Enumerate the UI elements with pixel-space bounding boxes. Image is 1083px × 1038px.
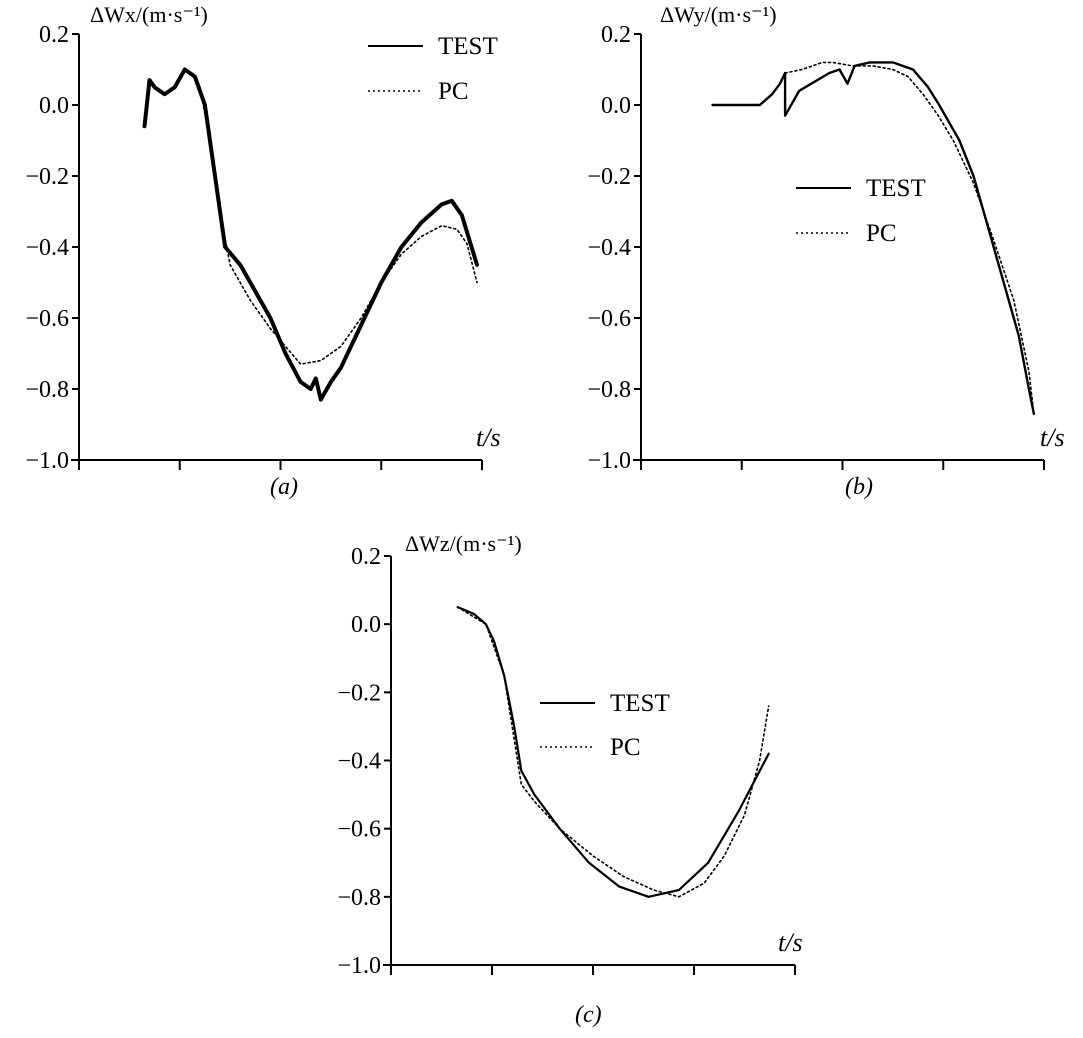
y-tick-label: 0.0 [39, 93, 69, 119]
y-axis-label: ΔWx/(m·s⁻¹) [90, 2, 208, 27]
y-tick-label: −0.2 [587, 164, 631, 190]
chart-a: 0.2 0.0 −0.2 −0.4 −0.6 −0.8 −1.0 ΔWx/(m·s⁻¹) t/s… [25, 2, 500, 500]
y-tick-label: 0.2 [601, 22, 631, 48]
series-line-pc [784, 61, 1035, 415]
series-line-pc [199, 86, 478, 365]
y-tick-label: −1.0 [337, 953, 381, 979]
series-line-test [456, 605, 770, 898]
y-tick-label: −0.4 [337, 749, 381, 775]
x-axis-label: t/s [476, 423, 501, 452]
legend-label-test: TEST [610, 690, 670, 717]
y-tick-label: −0.6 [25, 306, 69, 332]
y-tick-label: 0.0 [601, 93, 631, 119]
legend-label-pc: PC [610, 734, 641, 761]
panel-caption: (c) [575, 1002, 602, 1028]
panel-caption: (b) [845, 474, 873, 500]
y-tick-label: 0.2 [39, 22, 69, 48]
series-line-test [142, 67, 479, 402]
x-axis-label: t/s [1040, 423, 1065, 452]
legend-label-pc: PC [866, 220, 897, 247]
y-tick-label: −0.4 [25, 235, 69, 261]
y-tick-label: −0.8 [587, 377, 631, 403]
chart-b: 0.2 0.0 −0.2 −0.4 −0.6 −0.8 −1.0 ΔWy/(m·s⁻¹) t/s… [587, 2, 1064, 500]
y-tick-label: 0.0 [351, 612, 381, 638]
y-axis-label: ΔWy/(m·s⁻¹) [660, 2, 777, 27]
y-tick-label: −0.8 [25, 377, 69, 403]
y-axis-label: ΔWz/(m·s⁻¹) [405, 531, 522, 556]
y-tick-label: −0.4 [587, 235, 631, 261]
series-line-pc [456, 606, 770, 898]
y-tick-label: −0.6 [337, 817, 381, 843]
y-tick-label: −0.2 [25, 164, 69, 190]
y-tick-label: 0.2 [351, 544, 381, 570]
y-tick-label: −1.0 [25, 448, 69, 474]
legend-label-test: TEST [438, 33, 498, 60]
y-tick-label: −0.6 [587, 306, 631, 332]
y-tick-label: −1.0 [587, 448, 631, 474]
panel-caption: (a) [270, 474, 298, 500]
x-axis-label: t/s [778, 928, 803, 957]
y-tick-label: −0.8 [337, 885, 381, 911]
chart-c: 0.2 0.0 −0.2 −0.4 −0.6 −0.8 −1.0 ΔWz/(m·s⁻¹) t/s… [337, 531, 802, 1028]
y-tick-label: −0.2 [337, 680, 381, 706]
legend-label-pc: PC [438, 78, 469, 105]
legend-label-test: TEST [866, 175, 926, 202]
